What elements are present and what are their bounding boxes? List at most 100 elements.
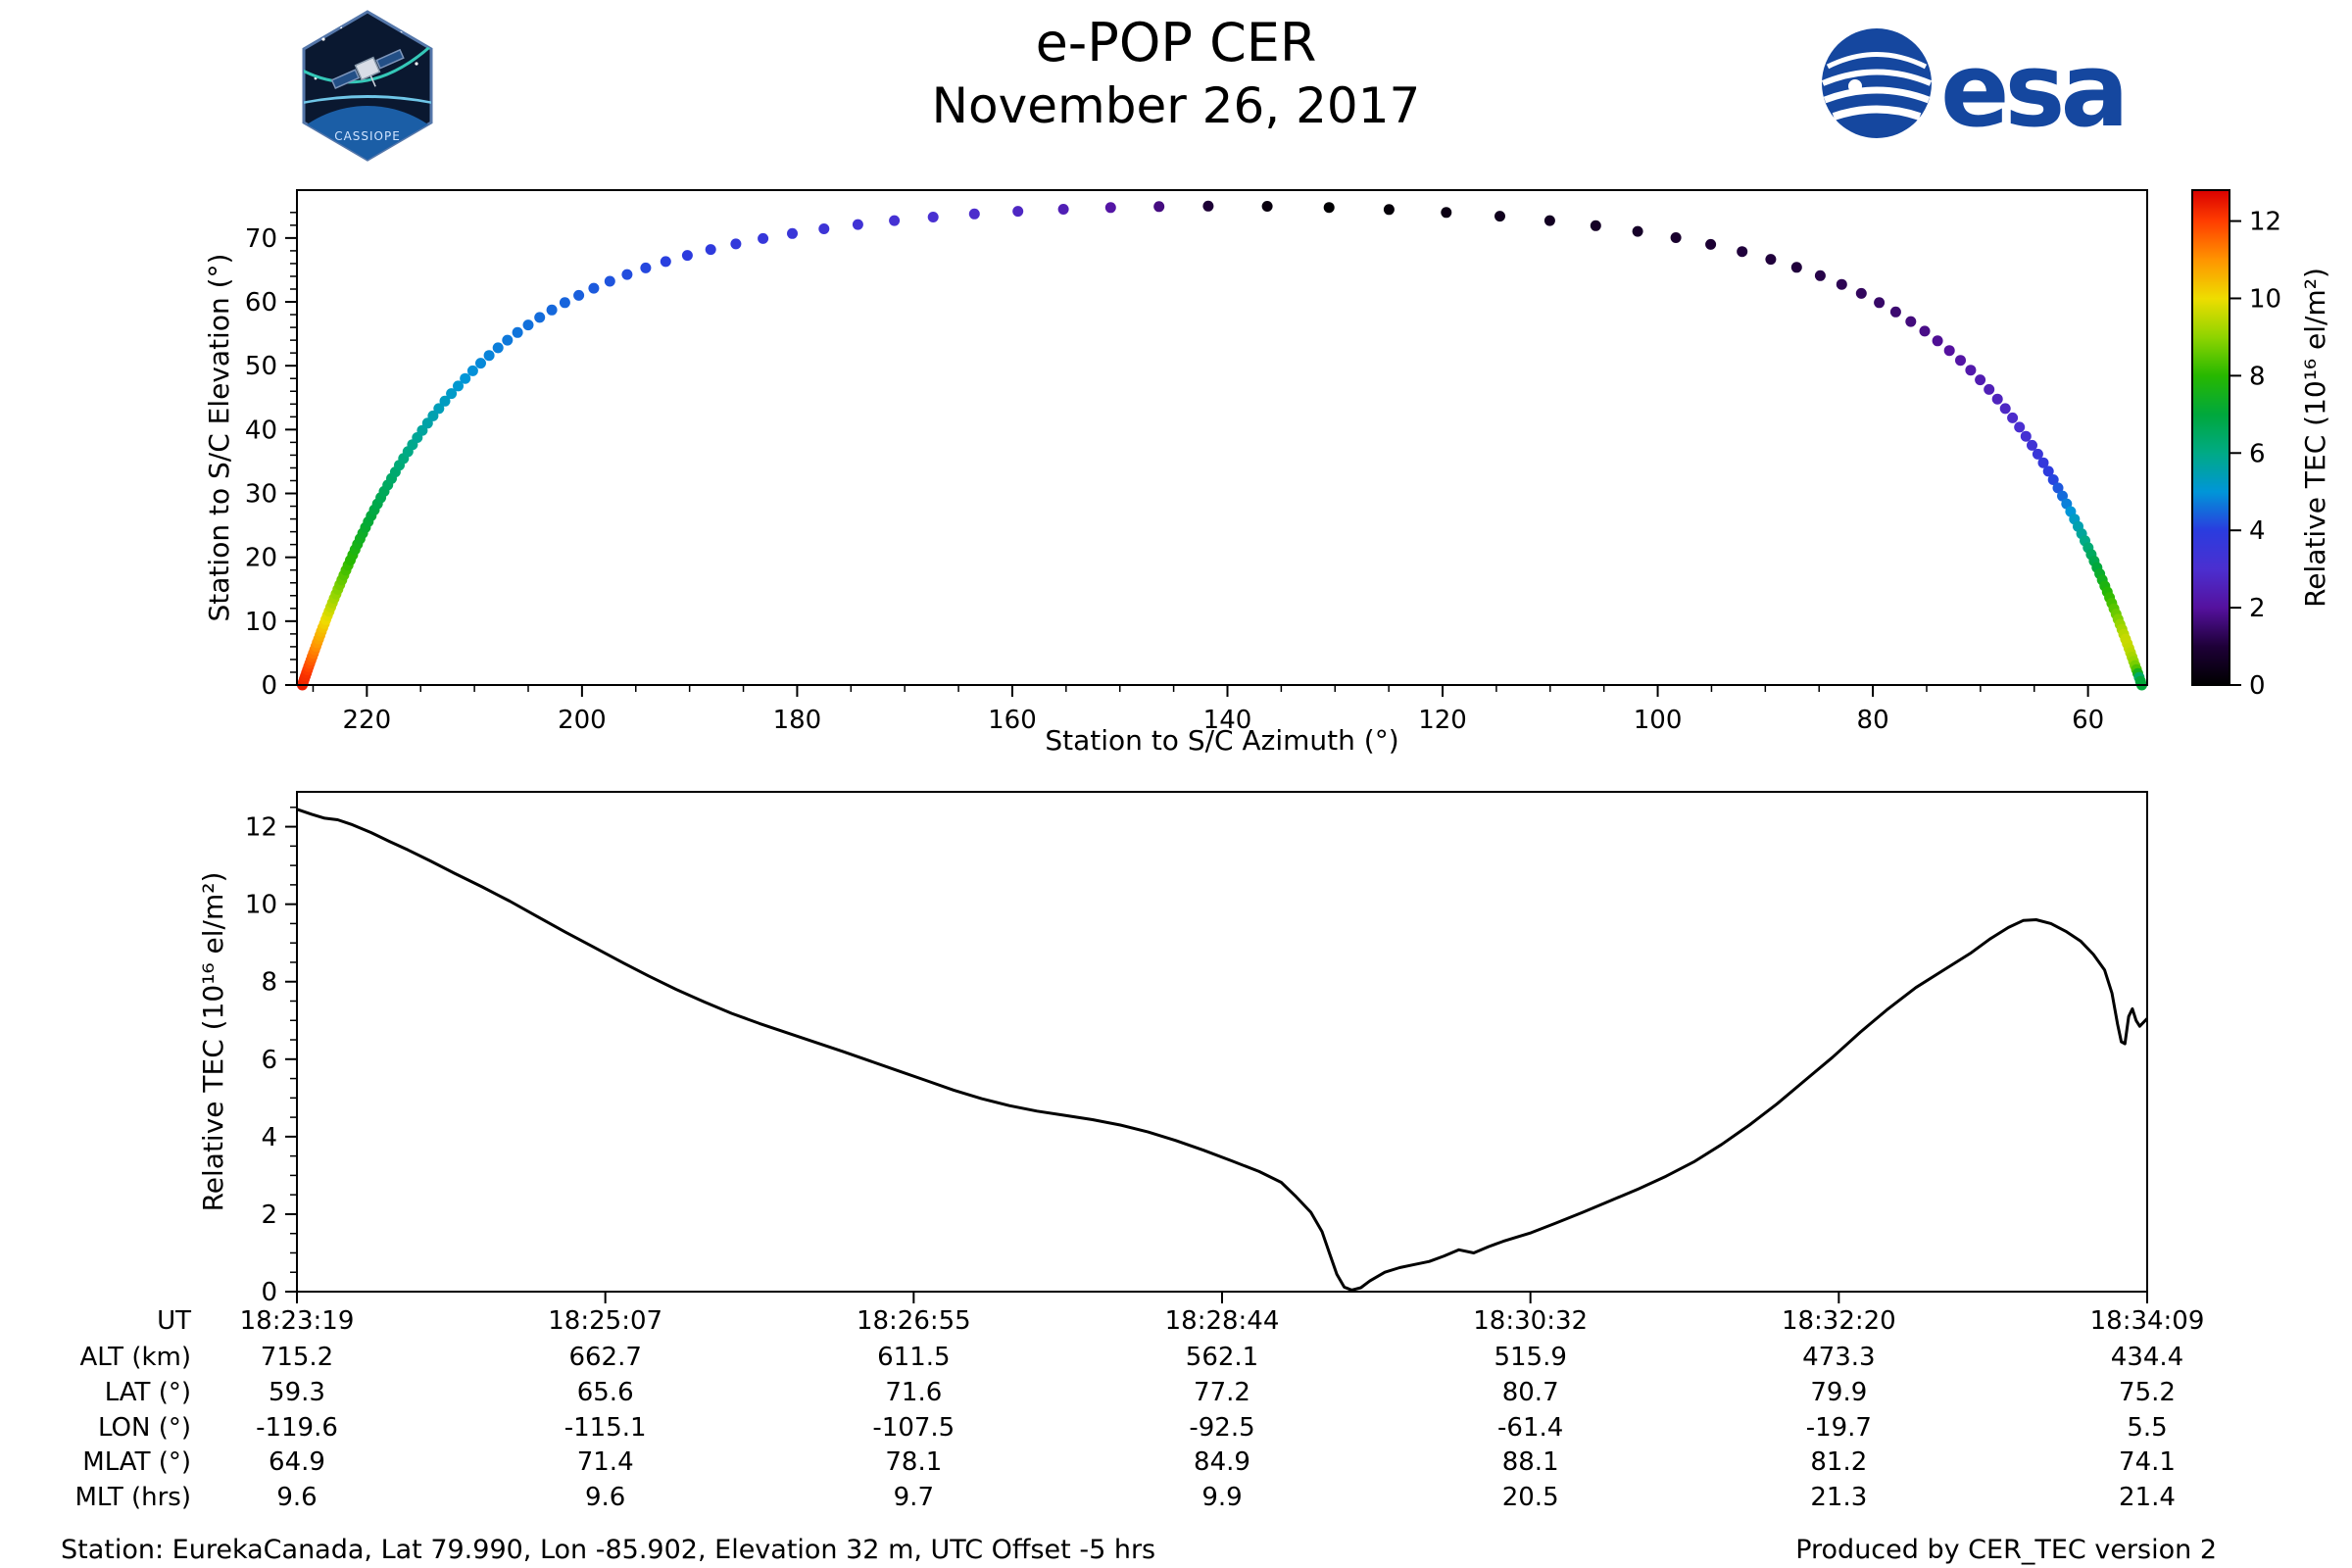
scatter-point <box>1991 393 2003 405</box>
cassiope-label: CASSIOPE <box>334 129 401 143</box>
table-cell: 473.3 <box>1802 1343 1875 1372</box>
tick-label: 8 <box>261 968 277 998</box>
title-block: e-POP CER November 26, 2017 <box>0 12 2352 135</box>
table-row-label: ALT (km) <box>79 1343 191 1372</box>
scatter-point <box>446 388 458 400</box>
table-cell: 77.2 <box>1194 1378 1250 1407</box>
tick-label: 4 <box>2249 516 2266 546</box>
page-title: e-POP CER <box>1035 12 1317 74</box>
scatter-point <box>512 326 523 338</box>
scatter-point <box>1932 335 1943 347</box>
axis-label: Station to S/C Azimuth (°) <box>1045 724 1398 757</box>
table-cell: 64.9 <box>269 1447 325 1477</box>
scatter-point <box>1855 287 1867 299</box>
axis-frame <box>296 189 2148 686</box>
esa-logo: esa <box>1821 28 2130 150</box>
scatter-point <box>1919 325 1931 337</box>
scatter-point <box>604 275 615 287</box>
scatter-point <box>852 219 863 230</box>
scatter-point <box>968 208 980 220</box>
table-cell: 18:28:44 <box>1165 1306 1280 1336</box>
scatter-point <box>534 312 546 323</box>
scatter-point <box>2052 482 2064 494</box>
tick-label: 10 <box>2249 284 2281 314</box>
scatter-point <box>1632 225 1643 237</box>
tick-label: 140 <box>1203 706 1252 735</box>
tick-label: 2 <box>2249 594 2266 623</box>
colorbar-label: Relative TEC (10¹⁶ el/m²) <box>2299 268 2331 608</box>
table-cell: 9.6 <box>585 1483 625 1512</box>
table-cell: 662.7 <box>568 1343 641 1372</box>
footer-produced-by: Produced by CER_TEC version 2 <box>1795 1535 2217 1565</box>
tick-label: 4 <box>261 1123 277 1152</box>
scatter-point <box>2014 421 2026 433</box>
table-cell: 71.4 <box>577 1447 634 1477</box>
scatter-point <box>1012 206 1024 218</box>
table-cell: 18:26:55 <box>857 1306 971 1336</box>
esa-wordmark: esa <box>1940 30 2125 150</box>
tick-label: 80 <box>1857 706 1889 735</box>
scatter-point <box>1943 345 1955 357</box>
scatter-point <box>483 350 495 362</box>
table-cell: 5.5 <box>2127 1413 2167 1443</box>
table-cell: 79.9 <box>1810 1378 1867 1407</box>
table-cell: -19.7 <box>1806 1413 1872 1443</box>
scatter-point <box>787 227 798 239</box>
scatter-point <box>1202 200 1214 212</box>
table-cell: 715.2 <box>261 1343 333 1372</box>
scatter-point <box>1441 207 1452 219</box>
axis-frame <box>296 791 2148 1293</box>
table-cell: 20.5 <box>1502 1483 1559 1512</box>
scatter-point <box>1874 297 1886 309</box>
table-cell: 18:34:09 <box>2090 1306 2205 1336</box>
scatter-point <box>460 372 471 384</box>
tick-label: 160 <box>988 706 1037 735</box>
tick-label: 10 <box>245 608 277 637</box>
tick-label: 0 <box>2249 671 2266 701</box>
scatter-point <box>818 223 830 234</box>
scatter-point <box>1383 204 1395 216</box>
scatter-point <box>730 238 742 250</box>
scatter-point <box>1814 270 1826 281</box>
colorbar: 0 2 4 6 8 10 12 Relative TEC (10¹⁶ el/m²) <box>2191 189 2331 701</box>
tick-label: 200 <box>558 706 607 735</box>
table-cell: 18:32:20 <box>1782 1306 1896 1336</box>
scatter-point <box>2032 448 2043 460</box>
scatter-point <box>1670 232 1682 243</box>
tick-label: 60 <box>2072 706 2104 735</box>
scatter-point <box>1955 355 1966 367</box>
cassiope-mission-patch: CASSIOPE <box>302 10 433 162</box>
tick-label: 10 <box>245 891 277 920</box>
table-cell: 75.2 <box>2119 1378 2176 1407</box>
table-cell: 18:25:07 <box>548 1306 662 1336</box>
scatter-point <box>546 304 558 316</box>
table-row-label: UT <box>157 1306 191 1336</box>
tick-label: 40 <box>245 416 277 445</box>
scatter-point <box>1494 211 1505 222</box>
table-cell: 9.7 <box>894 1483 934 1512</box>
scatter-point <box>1905 316 1917 327</box>
table-cell: 562.1 <box>1186 1343 1258 1372</box>
scatter-point <box>1975 374 1986 386</box>
tick-label: 2 <box>261 1200 277 1230</box>
table-cell: 65.6 <box>577 1378 634 1407</box>
scatter-point <box>475 358 486 369</box>
table-cell: 80.7 <box>1502 1378 1559 1407</box>
tick-label: 0 <box>261 671 277 701</box>
tick-label: 220 <box>343 706 392 735</box>
scatter-point <box>492 342 504 354</box>
scatter-point <box>559 297 570 309</box>
tick-label: 0 <box>261 1278 277 1307</box>
esa-globe-icon <box>1821 28 1933 138</box>
scatter-point <box>2042 466 2054 477</box>
table-cell: 611.5 <box>877 1343 950 1372</box>
table-cell: -119.6 <box>256 1413 338 1443</box>
scatter-point <box>433 403 445 415</box>
scatter-point <box>588 282 600 294</box>
table-cell: 18:23:19 <box>240 1306 355 1336</box>
scatter-point <box>1965 365 1977 376</box>
colorbar-bar <box>2191 189 2230 686</box>
star-icon <box>415 62 418 66</box>
scatter-point <box>2020 430 2032 442</box>
